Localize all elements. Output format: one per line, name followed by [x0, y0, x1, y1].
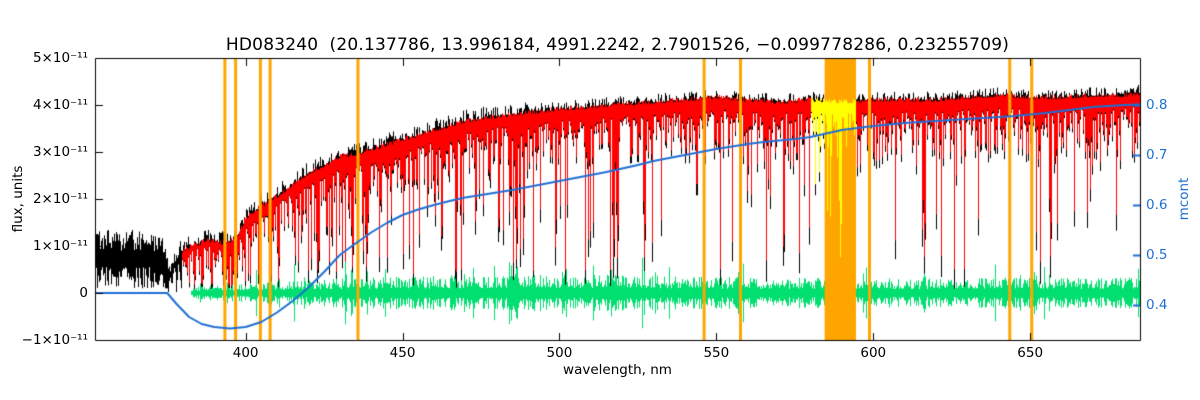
- y-left-tick-label: 2×10⁻¹¹: [32, 191, 88, 207]
- y-right-tick-label: 0.4: [1146, 297, 1168, 313]
- x-tick-label: 400: [232, 345, 259, 361]
- y-left-tick-label: 1×10⁻¹¹: [32, 238, 88, 254]
- x-tick-label: 650: [1017, 345, 1044, 361]
- x-tick-label: 500: [546, 345, 573, 361]
- y-right-tick-label: 0.6: [1146, 197, 1168, 213]
- x-tick-label: 600: [860, 345, 887, 361]
- y-left-tick-label: −1×10⁻¹¹: [21, 332, 88, 348]
- chart-title: HD083240 (20.137786, 13.996184, 4991.224…: [225, 35, 1010, 55]
- y-right-tick-label: 0.8: [1146, 97, 1168, 113]
- y-right-tick-label: 0.7: [1146, 147, 1168, 163]
- y-right-tick-label: 0.5: [1146, 247, 1168, 263]
- x-tick-label: 550: [703, 345, 730, 361]
- y-left-tick-label: 4×10⁻¹¹: [32, 97, 88, 113]
- y-left-tick-label: 3×10⁻¹¹: [32, 144, 88, 160]
- x-axis-label: wavelength, nm: [563, 362, 672, 378]
- x-tick-label: 450: [389, 345, 416, 361]
- y-left-tick-label: 5×10⁻¹¹: [32, 50, 88, 66]
- y-left-tick-label: 0: [79, 285, 88, 301]
